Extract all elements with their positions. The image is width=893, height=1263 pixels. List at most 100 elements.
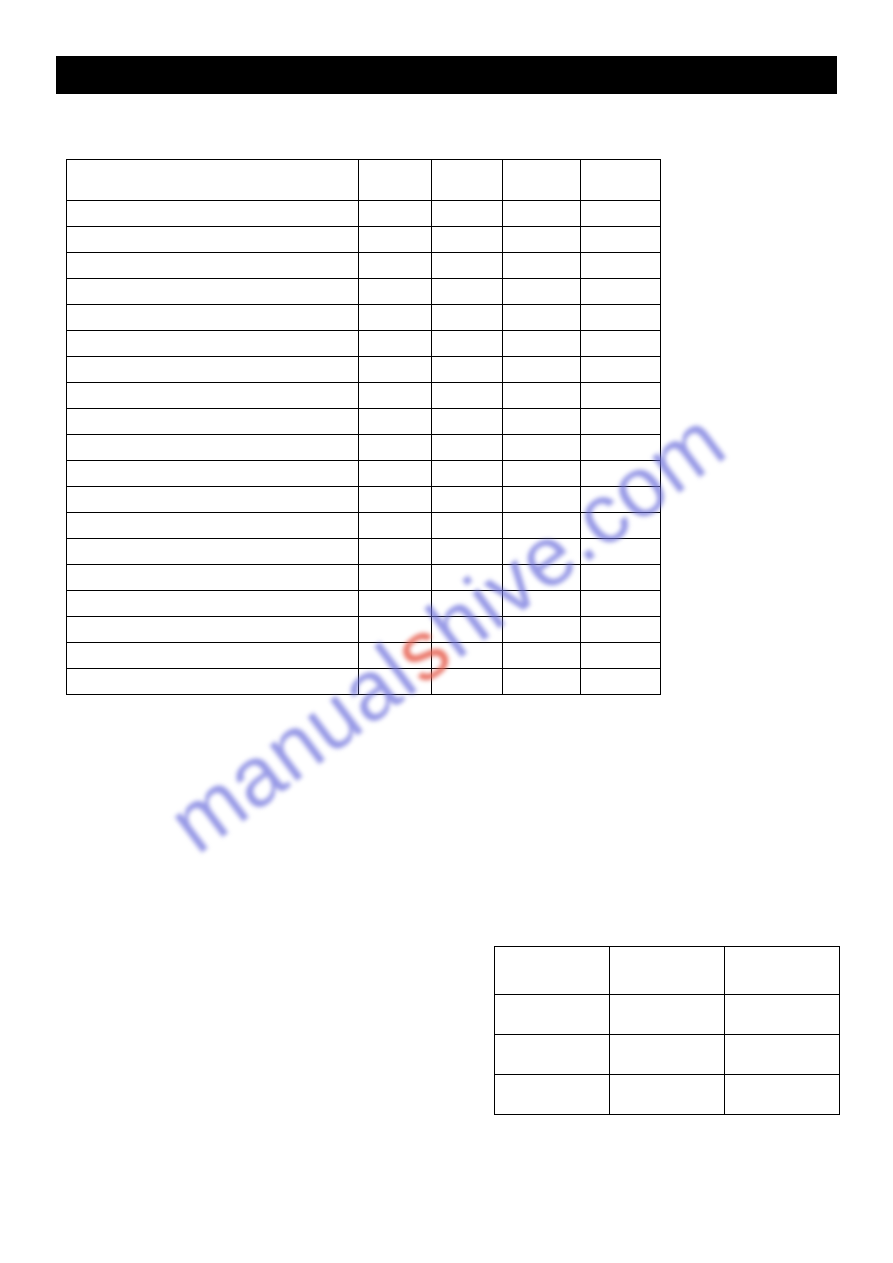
- cell: [432, 565, 503, 591]
- cell: [359, 227, 432, 253]
- cell: [67, 227, 359, 253]
- table-row: [67, 409, 661, 435]
- table-row: [67, 513, 661, 539]
- cell: [359, 383, 432, 409]
- main-table: [66, 159, 661, 695]
- cell: [581, 227, 661, 253]
- cell: [359, 279, 432, 305]
- cell: [67, 201, 359, 227]
- cell: [67, 591, 359, 617]
- cell: [432, 383, 503, 409]
- table-row: [67, 435, 661, 461]
- table-row: [67, 383, 661, 409]
- cell: [432, 305, 503, 331]
- table-row: [67, 617, 661, 643]
- cell: [359, 201, 432, 227]
- cell: [67, 565, 359, 591]
- cell: [359, 253, 432, 279]
- table-row: [67, 461, 661, 487]
- cell: [581, 305, 661, 331]
- cell: [432, 617, 503, 643]
- cell: [503, 331, 581, 357]
- cell: [432, 357, 503, 383]
- cell: [359, 591, 432, 617]
- cell: [495, 947, 610, 995]
- cell: [725, 1035, 840, 1075]
- cell: [495, 1035, 610, 1075]
- cell: [503, 591, 581, 617]
- cell: [432, 435, 503, 461]
- cell: [581, 201, 661, 227]
- cell: [503, 409, 581, 435]
- cell: [432, 279, 503, 305]
- cell: [67, 305, 359, 331]
- cell: [581, 331, 661, 357]
- cell: [503, 617, 581, 643]
- table-row: [495, 1075, 840, 1115]
- cell: [432, 591, 503, 617]
- cell: [432, 201, 503, 227]
- cell: [432, 669, 503, 695]
- cell: [359, 357, 432, 383]
- small-table: [494, 946, 840, 1115]
- cell: [432, 539, 503, 565]
- cell: [432, 513, 503, 539]
- cell: [432, 227, 503, 253]
- table-row: [67, 279, 661, 305]
- cell: [359, 331, 432, 357]
- cell: [359, 160, 432, 201]
- cell: [67, 383, 359, 409]
- cell: [359, 435, 432, 461]
- cell: [503, 305, 581, 331]
- table-row: [67, 487, 661, 513]
- cell: [67, 331, 359, 357]
- cell: [581, 643, 661, 669]
- header-black-bar: [56, 56, 837, 94]
- table-row: [67, 357, 661, 383]
- cell: [67, 435, 359, 461]
- cell: [67, 357, 359, 383]
- cell: [610, 947, 725, 995]
- cell: [581, 565, 661, 591]
- table-row: [67, 539, 661, 565]
- cell: [581, 617, 661, 643]
- cell: [359, 669, 432, 695]
- cell: [432, 487, 503, 513]
- cell: [67, 513, 359, 539]
- cell: [610, 1075, 725, 1115]
- cell: [725, 1075, 840, 1115]
- cell: [581, 383, 661, 409]
- table-row: [67, 669, 661, 695]
- cell: [503, 539, 581, 565]
- cell: [581, 591, 661, 617]
- cell: [581, 669, 661, 695]
- cell: [503, 513, 581, 539]
- cell: [725, 995, 840, 1035]
- cell: [581, 160, 661, 201]
- table-row: [495, 1035, 840, 1075]
- cell: [503, 643, 581, 669]
- cell: [432, 409, 503, 435]
- cell: [503, 201, 581, 227]
- cell: [432, 643, 503, 669]
- cell: [67, 279, 359, 305]
- cell: [503, 253, 581, 279]
- table-row: [67, 201, 661, 227]
- cell: [503, 160, 581, 201]
- cell: [581, 487, 661, 513]
- cell: [581, 279, 661, 305]
- table-row: [67, 331, 661, 357]
- cell: [67, 487, 359, 513]
- cell: [359, 539, 432, 565]
- cell: [67, 160, 359, 201]
- cell: [610, 995, 725, 1035]
- table-row: [67, 643, 661, 669]
- cell: [359, 487, 432, 513]
- cell: [359, 617, 432, 643]
- cell: [432, 253, 503, 279]
- cell: [359, 305, 432, 331]
- cell: [67, 253, 359, 279]
- cell: [67, 669, 359, 695]
- table-row: [67, 160, 661, 201]
- cell: [503, 565, 581, 591]
